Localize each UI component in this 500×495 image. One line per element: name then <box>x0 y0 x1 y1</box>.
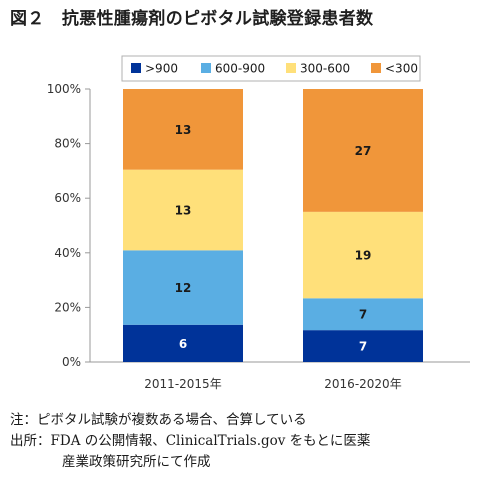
y-tick-label: 100% <box>47 82 81 96</box>
bar-segment <box>123 324 243 362</box>
bar-value-label: 7 <box>359 308 367 322</box>
bar-segment <box>303 89 423 212</box>
legend-swatch <box>201 63 211 73</box>
bar-segment <box>303 330 423 362</box>
y-tick-label: 0% <box>62 355 81 369</box>
legend-box <box>121 55 421 82</box>
legend-label: <300 <box>385 62 418 76</box>
bar-segment <box>123 89 243 170</box>
x-category-label: 2011-2015年 <box>144 377 221 391</box>
source-text-line2: 産業政策研究所にて作成 <box>62 454 211 470</box>
figure-notes: 注：ピボタル試験が複数ある場合、合算している 出所：FDA の公開情報、Clin… <box>10 410 495 473</box>
stacked-bar-chart: >900 600-900 300-600 <300 0% 20% 40% 60% 80% 100… <box>47 55 470 391</box>
source-text-line1: 出所：FDA の公開情報、ClinicalTrials.gov をもとに医薬 <box>10 433 371 449</box>
bar-value-label: 13 <box>175 123 192 137</box>
bar-value-label: 12 <box>175 281 192 295</box>
bar-value-label: 13 <box>175 203 192 217</box>
legend-swatch <box>131 63 141 73</box>
x-category-label: 2016-2020年 <box>324 377 401 391</box>
bar-value-label: 7 <box>359 340 367 354</box>
legend: >900 600-900 300-600 <300 <box>121 55 421 82</box>
bar-segment <box>303 211 423 299</box>
bar-segment <box>123 169 243 251</box>
legend-label: >900 <box>145 62 178 76</box>
axes: 0% 20% 40% 60% 80% 100% <box>47 82 470 369</box>
bar-segment <box>123 250 243 325</box>
legend-label: 300-600 <box>300 62 350 76</box>
note-text: 注：ピボタル試験が複数ある場合、合算している <box>10 412 307 428</box>
legend-label: 600-900 <box>215 62 265 76</box>
bars: 6 12 13 13 2011-2015年 7 7 19 27 2016-2020年 <box>123 89 423 391</box>
bar-value-label: 6 <box>179 337 187 351</box>
figure-title: 図２ 抗悪性腫瘍剤のピボタル試験登録患者数 <box>10 9 374 29</box>
legend-swatch <box>371 63 381 73</box>
bar-value-label: 27 <box>355 144 372 158</box>
legend-swatch <box>286 63 296 73</box>
y-tick-label: 60% <box>54 191 81 205</box>
y-tick-label: 80% <box>54 137 81 151</box>
bar-value-label: 19 <box>355 249 372 263</box>
y-tick-label: 40% <box>54 246 81 260</box>
y-tick-label: 20% <box>54 300 81 314</box>
bar-segment <box>303 298 423 331</box>
